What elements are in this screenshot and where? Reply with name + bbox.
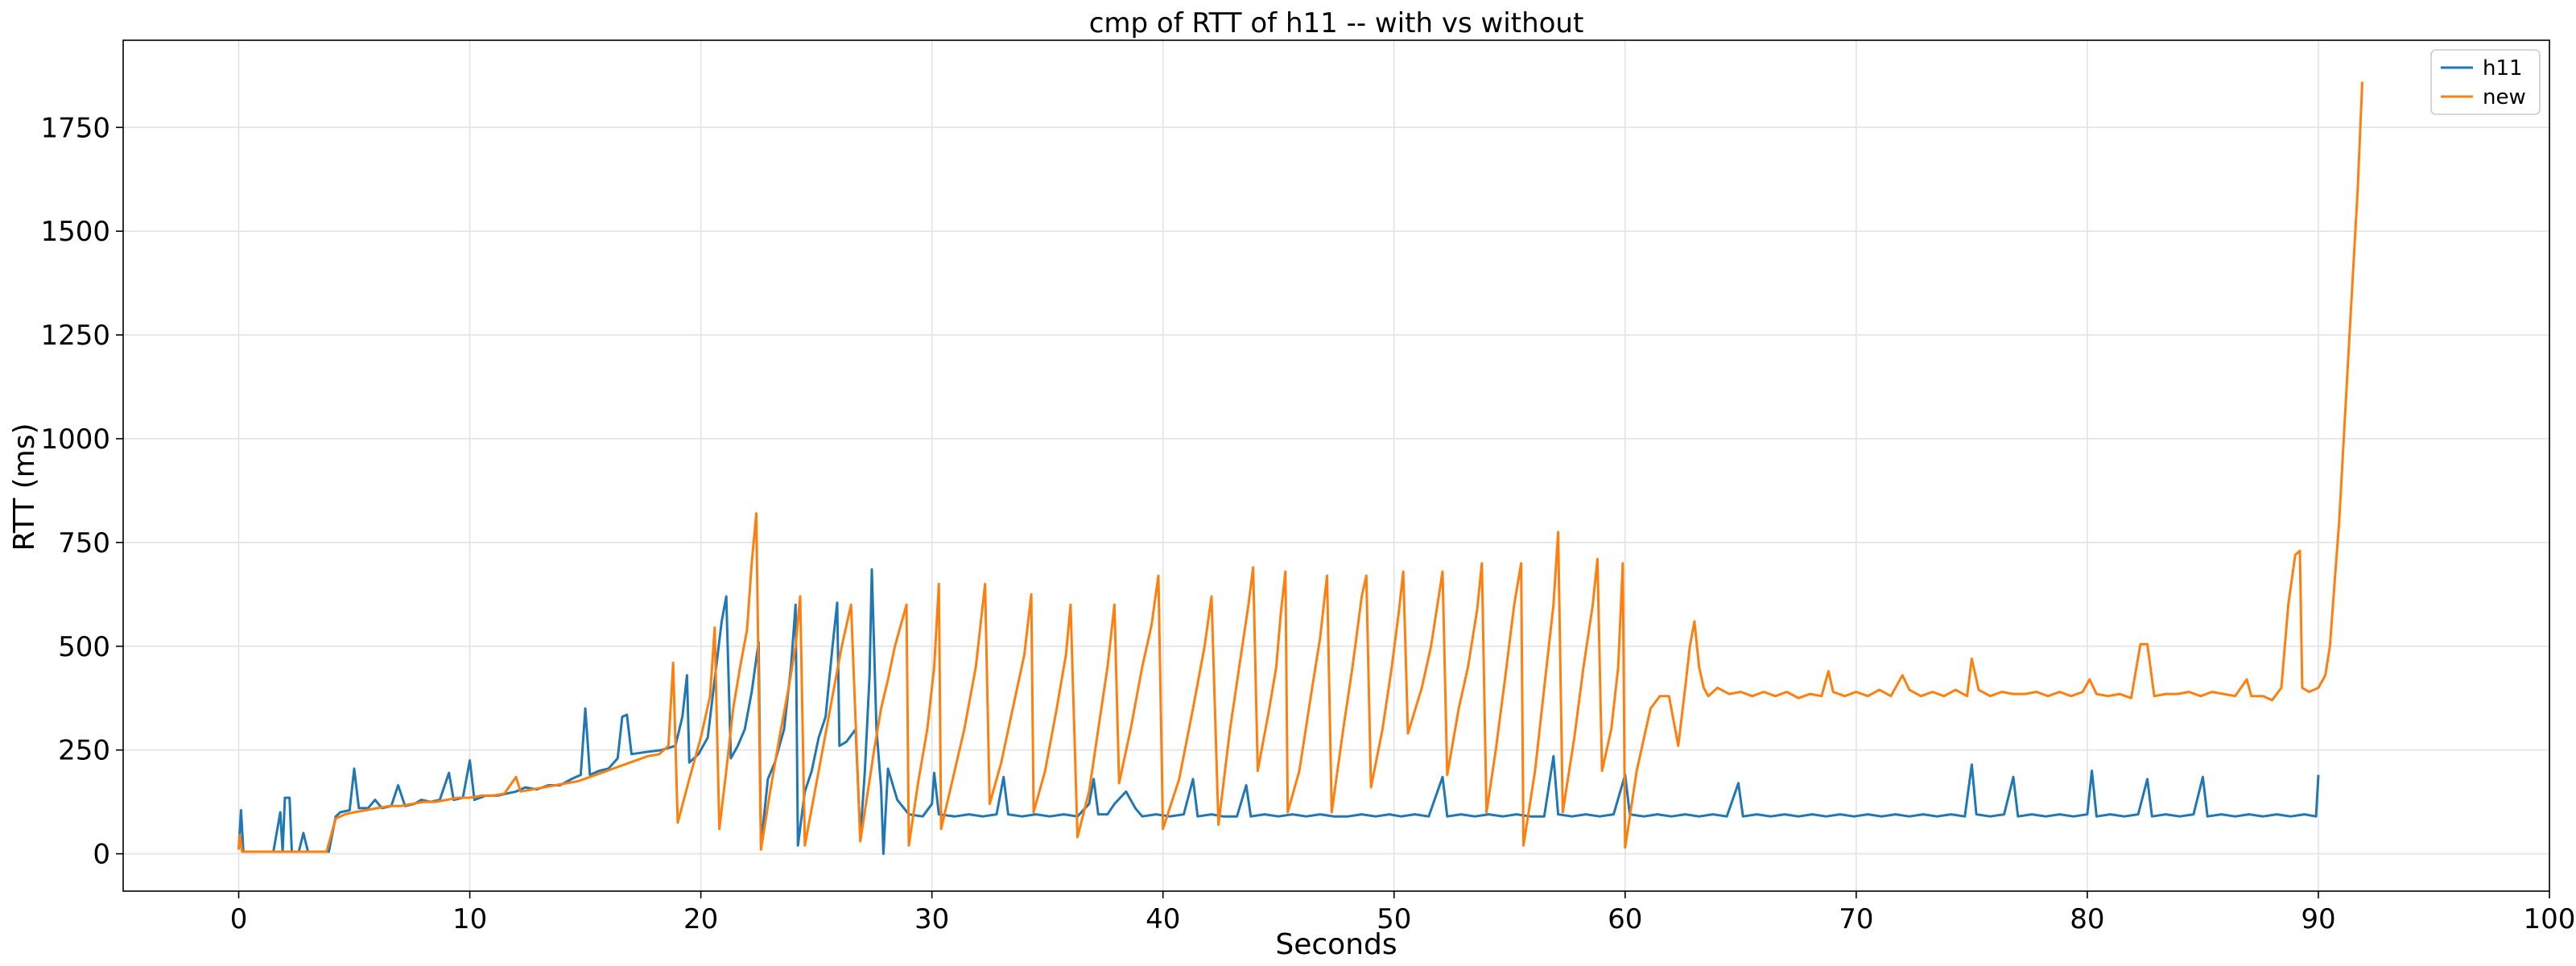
- x-tick-label: 60: [1608, 903, 1642, 935]
- y-tick-label: 750: [58, 527, 110, 559]
- y-tick-label: 1500: [40, 216, 110, 248]
- x-tick-label: 40: [1146, 903, 1180, 935]
- y-tick-label: 500: [58, 631, 110, 663]
- series-line-h11: [237, 568, 2320, 856]
- y-tick-label: 250: [58, 735, 110, 767]
- legend-label-h11: h11: [2483, 56, 2523, 80]
- y-axis-title: RTT (ms): [8, 423, 41, 551]
- grid-layer: [123, 40, 2550, 891]
- x-tick-label: 70: [1839, 903, 1873, 935]
- x-tick-label: 10: [452, 903, 487, 935]
- x-tick-label: 90: [2301, 903, 2335, 935]
- chart-legend: h11 new: [2430, 49, 2541, 115]
- y-tick-label: 1000: [40, 423, 110, 456]
- x-tick-label: 50: [1377, 903, 1411, 935]
- y-tick-label: 1250: [40, 320, 110, 352]
- series-line-new: [237, 81, 2363, 853]
- x-tick-label: 0: [230, 903, 248, 935]
- axes-layer: 0 10 20 30 40 50 60 70 80 90 100025050075010001250…: [40, 39, 2576, 935]
- y-tick-label: 0: [93, 839, 110, 871]
- x-tick-label: 30: [914, 903, 949, 935]
- x-tick-label: 20: [683, 903, 718, 935]
- plot-frame: [122, 39, 2550, 892]
- series-layer: [237, 81, 2363, 856]
- chart-title: cmp of RTT of h11 -- with vs without: [1089, 7, 1584, 39]
- legend-label-new: new: [2483, 85, 2526, 109]
- x-tick-label: 100: [2524, 903, 2576, 935]
- y-tick-label: 1750: [40, 112, 110, 144]
- x-axis-title: Seconds: [1275, 928, 1397, 961]
- x-tick-label: 80: [2070, 903, 2104, 935]
- legend-box: [2430, 49, 2541, 115]
